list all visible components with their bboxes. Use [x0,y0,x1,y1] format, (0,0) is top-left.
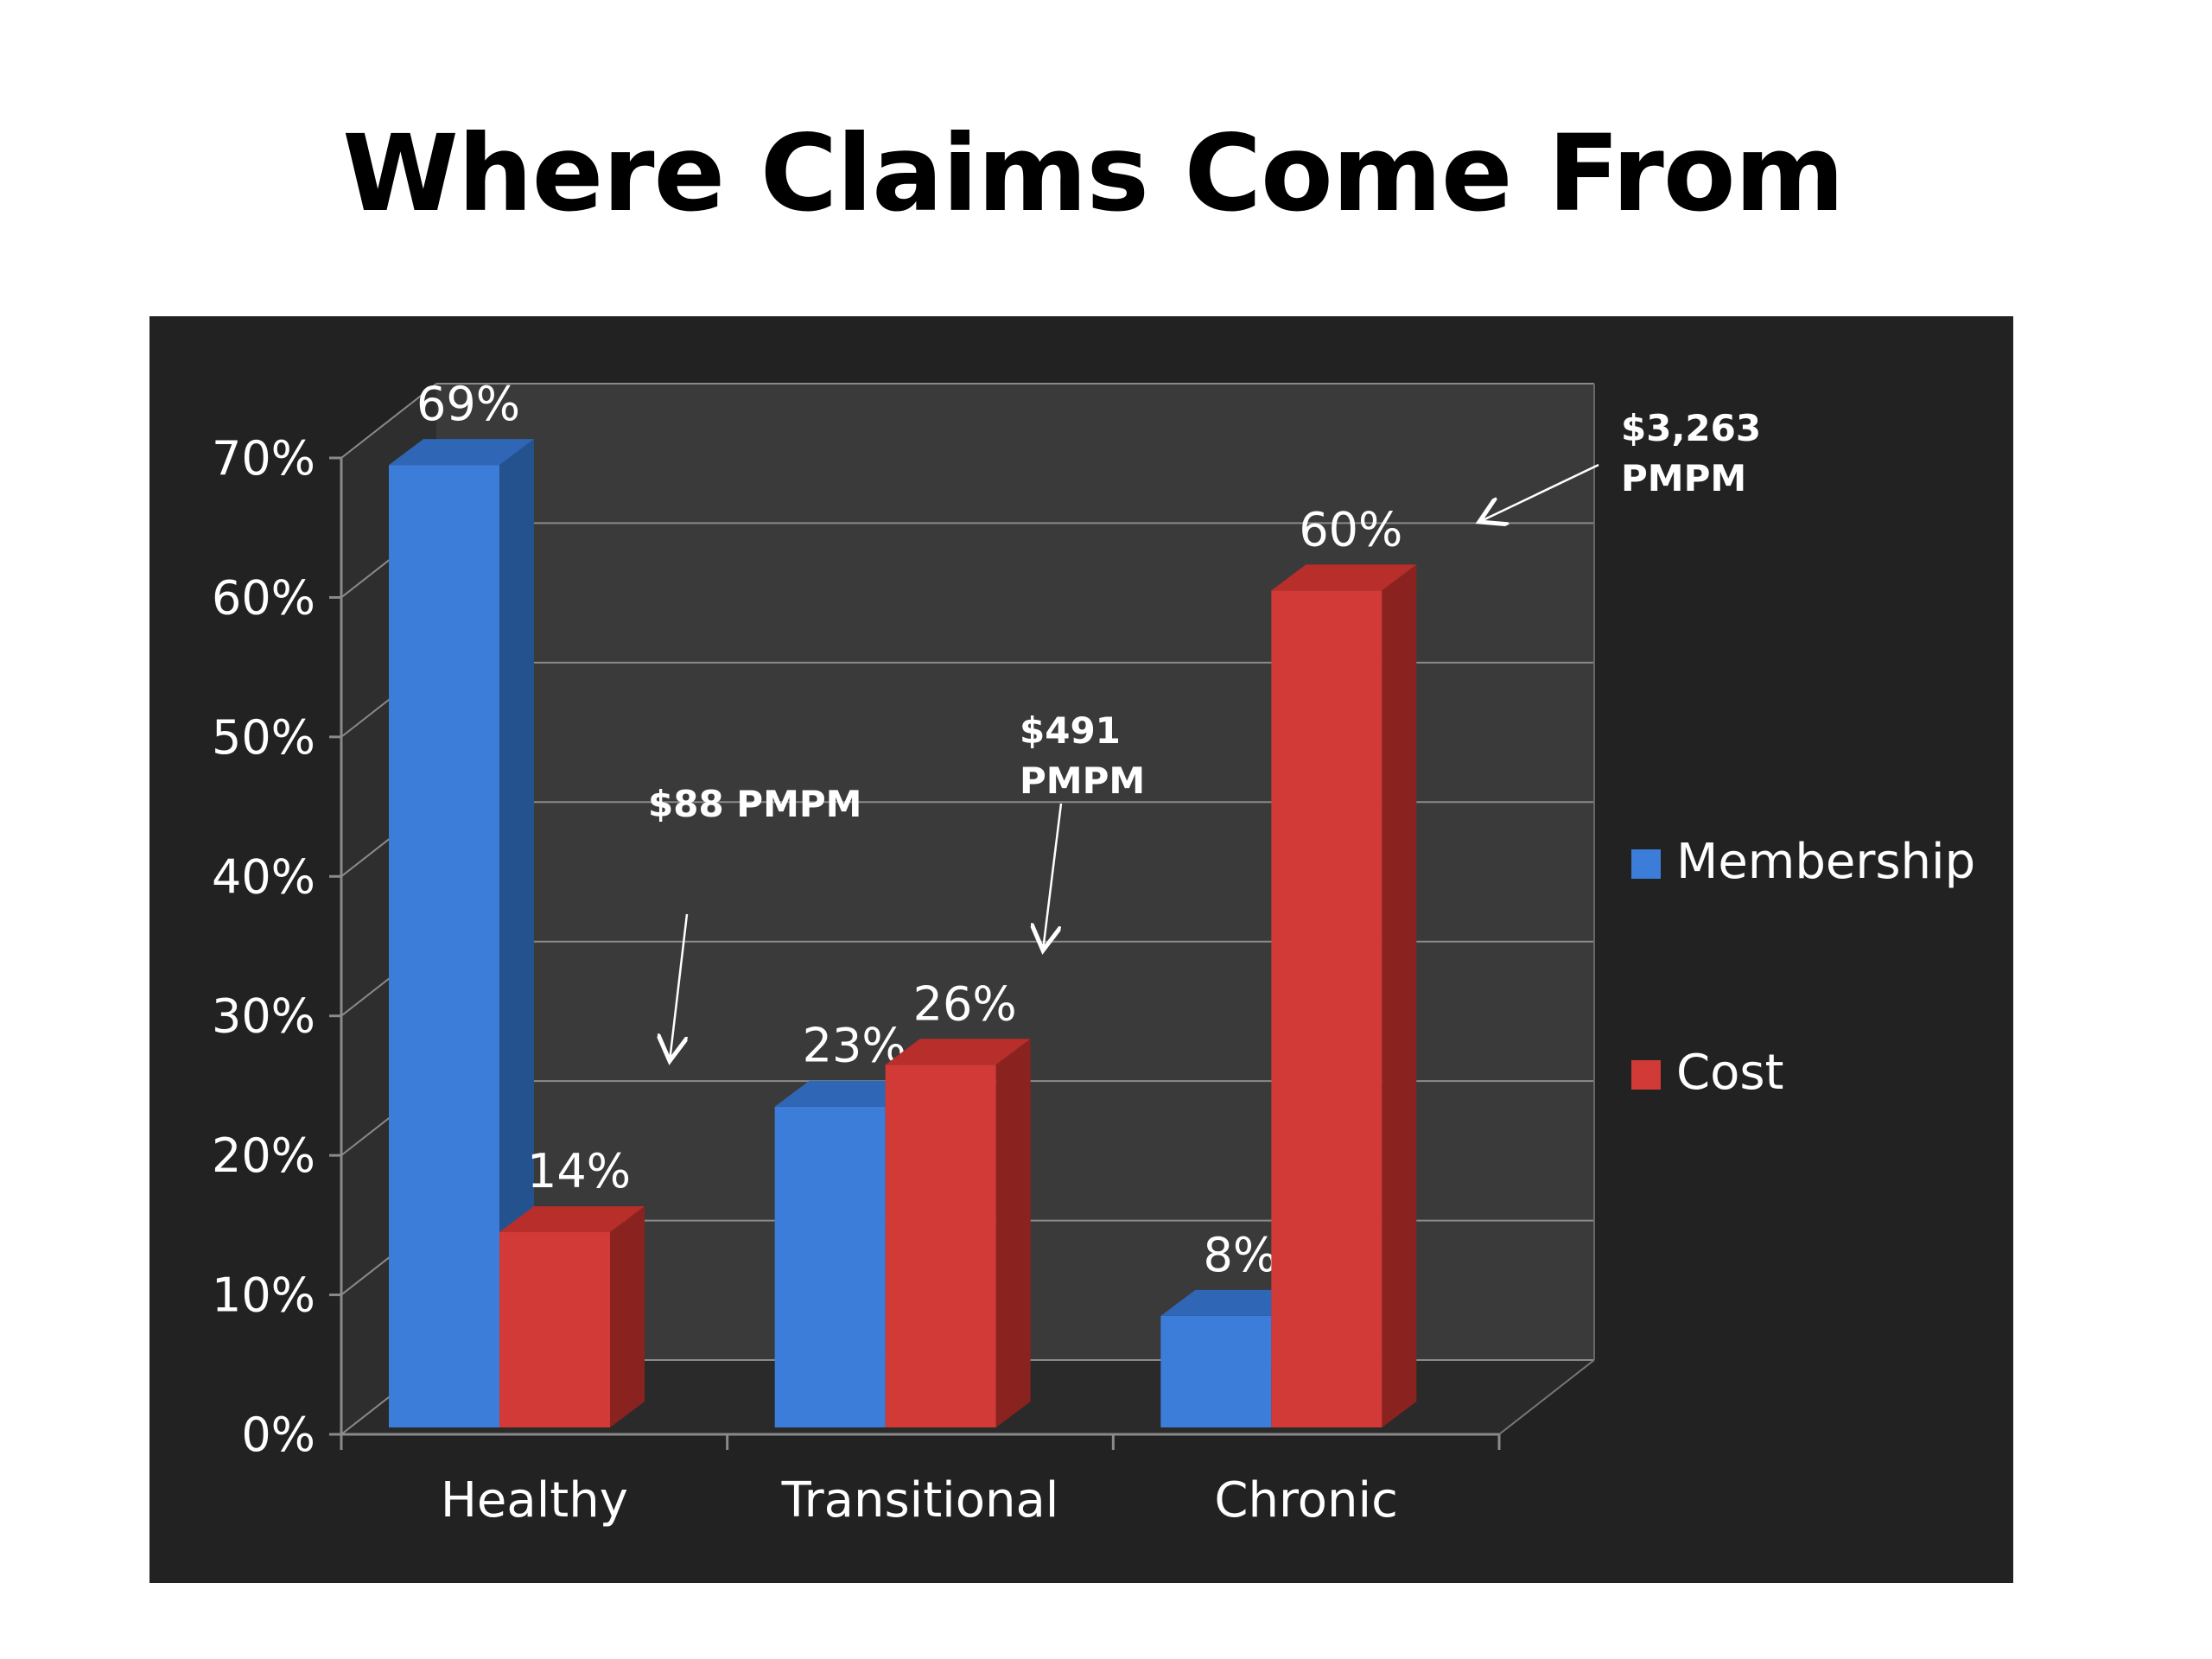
bar-cost-chronic [1271,564,1417,1427]
legend-swatch-membership [1631,849,1661,879]
y-tick-label: 20% [212,1128,315,1183]
annotation-line: PMPM [1020,760,1145,802]
legend-swatch-cost [1631,1060,1661,1090]
bar-front [885,1065,996,1427]
x-category-label: Healthy [441,1472,628,1529]
x-category-label: Transitional [781,1472,1059,1529]
legend-label-membership: Membership [1676,834,1975,890]
annotation-line: $491 [1020,709,1121,752]
annotation-line: $88 PMPM [648,783,861,825]
bar-top [1271,564,1417,591]
y-tick-label: 0% [241,1408,315,1462]
y-tick-label: 40% [212,849,315,904]
bar-front [774,1106,886,1427]
bar-top [499,1206,645,1232]
annotation-line: $3,263 [1621,407,1761,449]
data-label: 14% [527,1144,631,1198]
bar-front [1271,590,1382,1427]
y-tick-label: 30% [212,989,315,1044]
bar-front [1160,1315,1272,1427]
gridline-side [340,383,437,459]
bar-top [774,1080,920,1107]
bar-side [995,1039,1031,1427]
bar-top [389,439,534,466]
chart-title: Where Claims Come From [342,112,1845,235]
y-tick-label: 60% [212,570,315,625]
legend-label-cost: Cost [1676,1045,1784,1101]
y-tick-label: 10% [212,1268,315,1323]
data-label: 69% [416,377,520,431]
cost-annotation: $491 PMPM [1020,709,1145,802]
data-label: 26% [913,976,1017,1031]
bar-cost-transitional [885,1039,1031,1427]
annotation-arrow [670,913,689,1061]
y-tick-label: 70% [212,431,315,486]
bar-top [885,1039,1031,1065]
y-tick-label: 50% [212,710,315,765]
bar-side [610,1206,645,1427]
bar-front [499,1232,610,1427]
data-label: 8% [1203,1228,1277,1282]
bar-membership-healthy [389,439,534,1428]
x-category-label: Chronic [1214,1472,1398,1529]
bar-top [1160,1289,1306,1316]
annotation-arrow [1043,803,1063,950]
cost-annotation: $88 PMPM [648,783,861,825]
bar-side [1382,564,1417,1427]
bar-cost-healthy [499,1206,645,1427]
bar-front [389,465,499,1428]
bar-side [499,439,534,1428]
floor-edge [1498,1359,1595,1435]
cost-annotation: $3,263 PMPM [1621,407,1761,499]
data-label: 60% [1299,502,1402,556]
annotation-arrow [1479,463,1599,522]
annotation-line: PMPM [1621,457,1746,499]
